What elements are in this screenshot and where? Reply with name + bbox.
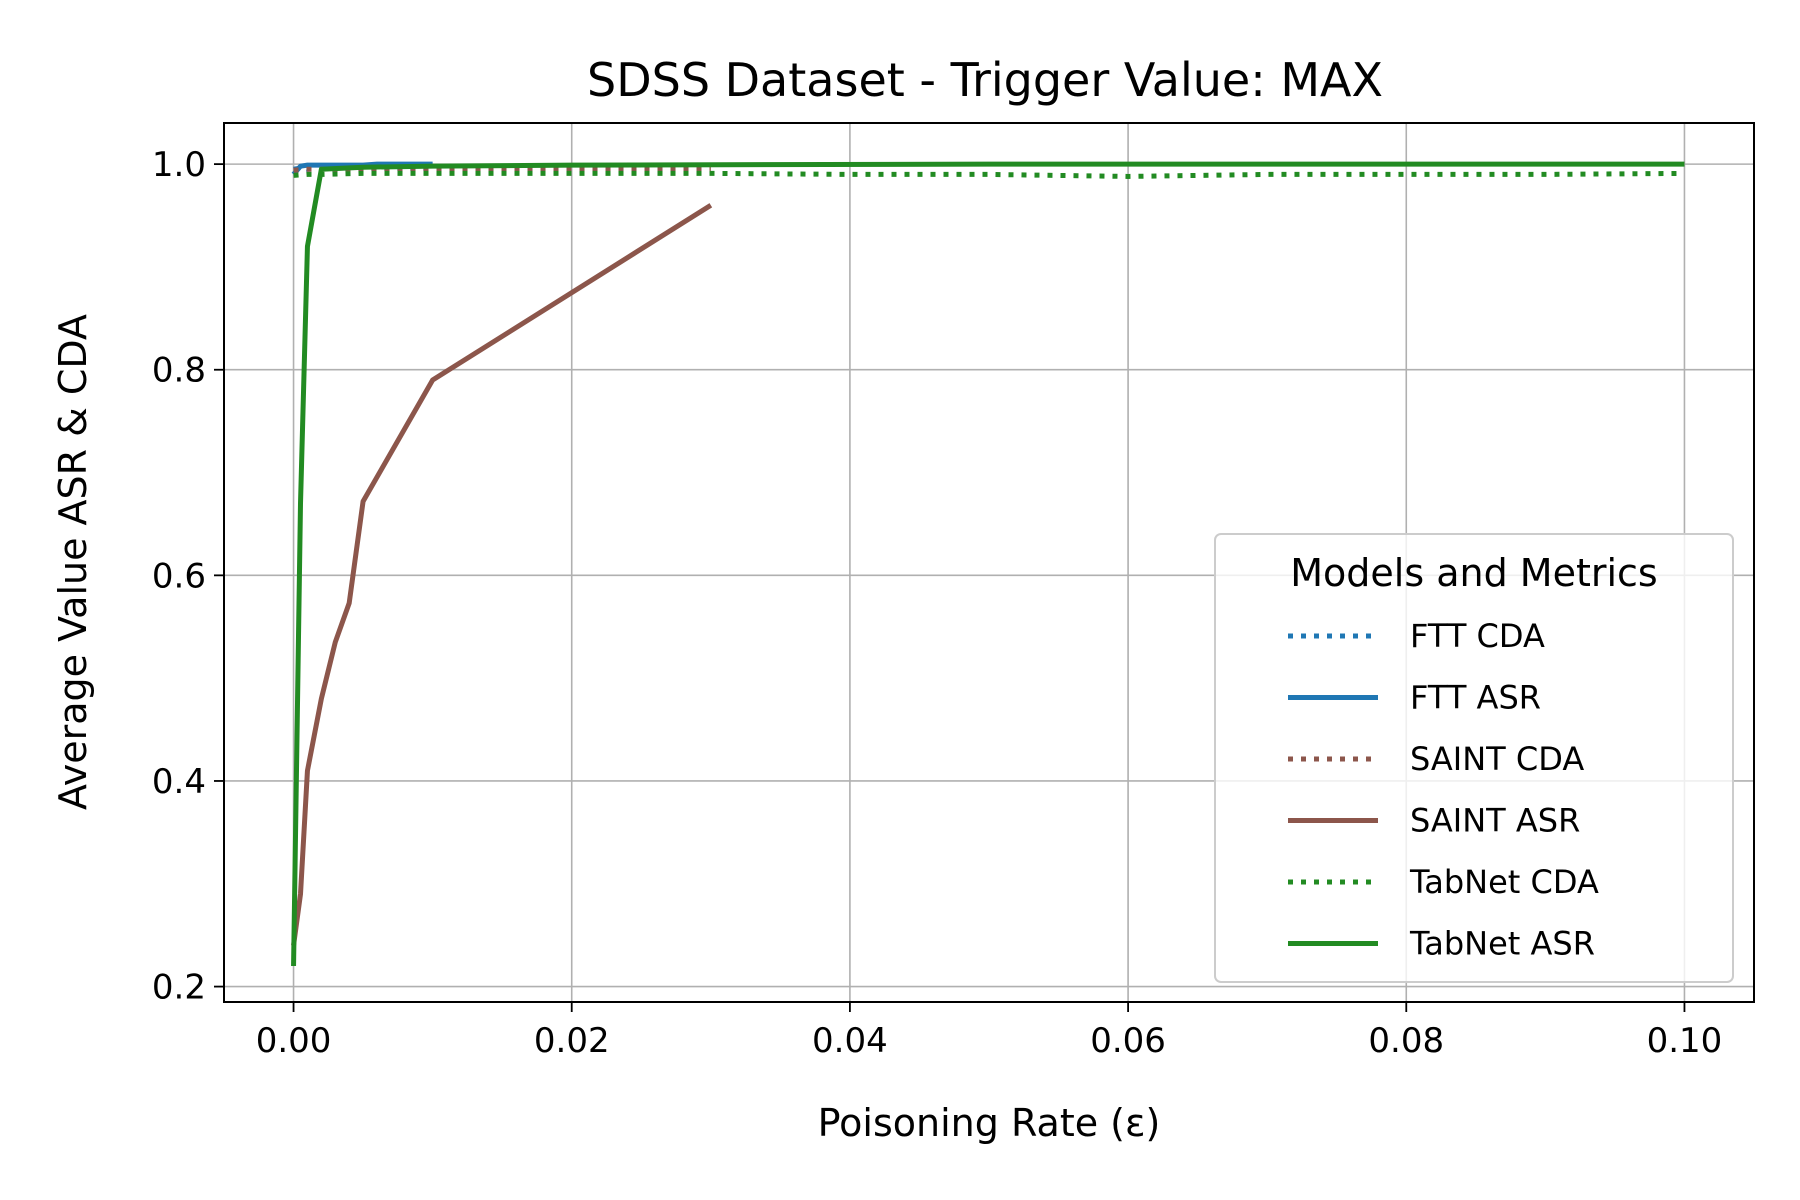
y-axis-label: Average Value ASR & CDA [51, 314, 95, 810]
legend-entries: FTT CDA FTT ASR SAINT CDA SAINT ASR TabNet C… [1288, 617, 1599, 963]
y-tick-label: 0.8 [152, 351, 206, 391]
x-tick-label: 0.02 [534, 1021, 610, 1061]
series-line-tabnet-asr [291, 161, 1685, 967]
series-line-saint-asr [291, 203, 713, 946]
legend-label-ftt-asr: FTT ASR [1410, 679, 1541, 717]
x-tick-label: 0.06 [1090, 1021, 1166, 1061]
x-tick-label: 0.00 [256, 1021, 332, 1061]
legend-title: Models and Metrics [1290, 551, 1657, 595]
chart-title: SDSS Dataset - Trigger Value: MAX [587, 53, 1383, 107]
y-tick-label: 1.0 [152, 145, 206, 185]
x-tick-label: 0.08 [1368, 1021, 1444, 1061]
legend-box [1214, 533, 1734, 983]
x-tick-label: 0.10 [1647, 1021, 1723, 1061]
y-tick-label: 0.4 [152, 762, 206, 802]
legend-label-saint-cda: SAINT CDA [1410, 740, 1584, 778]
legend-label-saint-asr: SAINT ASR [1410, 802, 1580, 840]
series-line-ftt-asr [291, 161, 433, 177]
x-axis-label: Poisoning Rate (ε) [818, 1101, 1161, 1145]
y-tick-label: 0.6 [152, 556, 206, 596]
series-line-saint-cda [293, 166, 711, 173]
x-tick-label: 0.04 [812, 1021, 888, 1061]
y-tick-label: 0.2 [152, 968, 206, 1008]
legend-label-ftt-cda: FTT CDA [1410, 617, 1545, 655]
legend-label-tabnet-asr: TabNet ASR [1409, 925, 1595, 963]
axis-ticks: 0.00 0.02 0.04 0.06 0.08 0.10 0.2 0.4 0.6 0.8 1.0 [152, 145, 1722, 1061]
legend-label-tabnet-cda: TabNet CDA [1409, 863, 1599, 901]
legend: Models and Metrics FTT CDA FTT ASR SAINT C… [1214, 533, 1734, 983]
plot-frame [223, 122, 1755, 1003]
plot-lines [291, 161, 1685, 967]
